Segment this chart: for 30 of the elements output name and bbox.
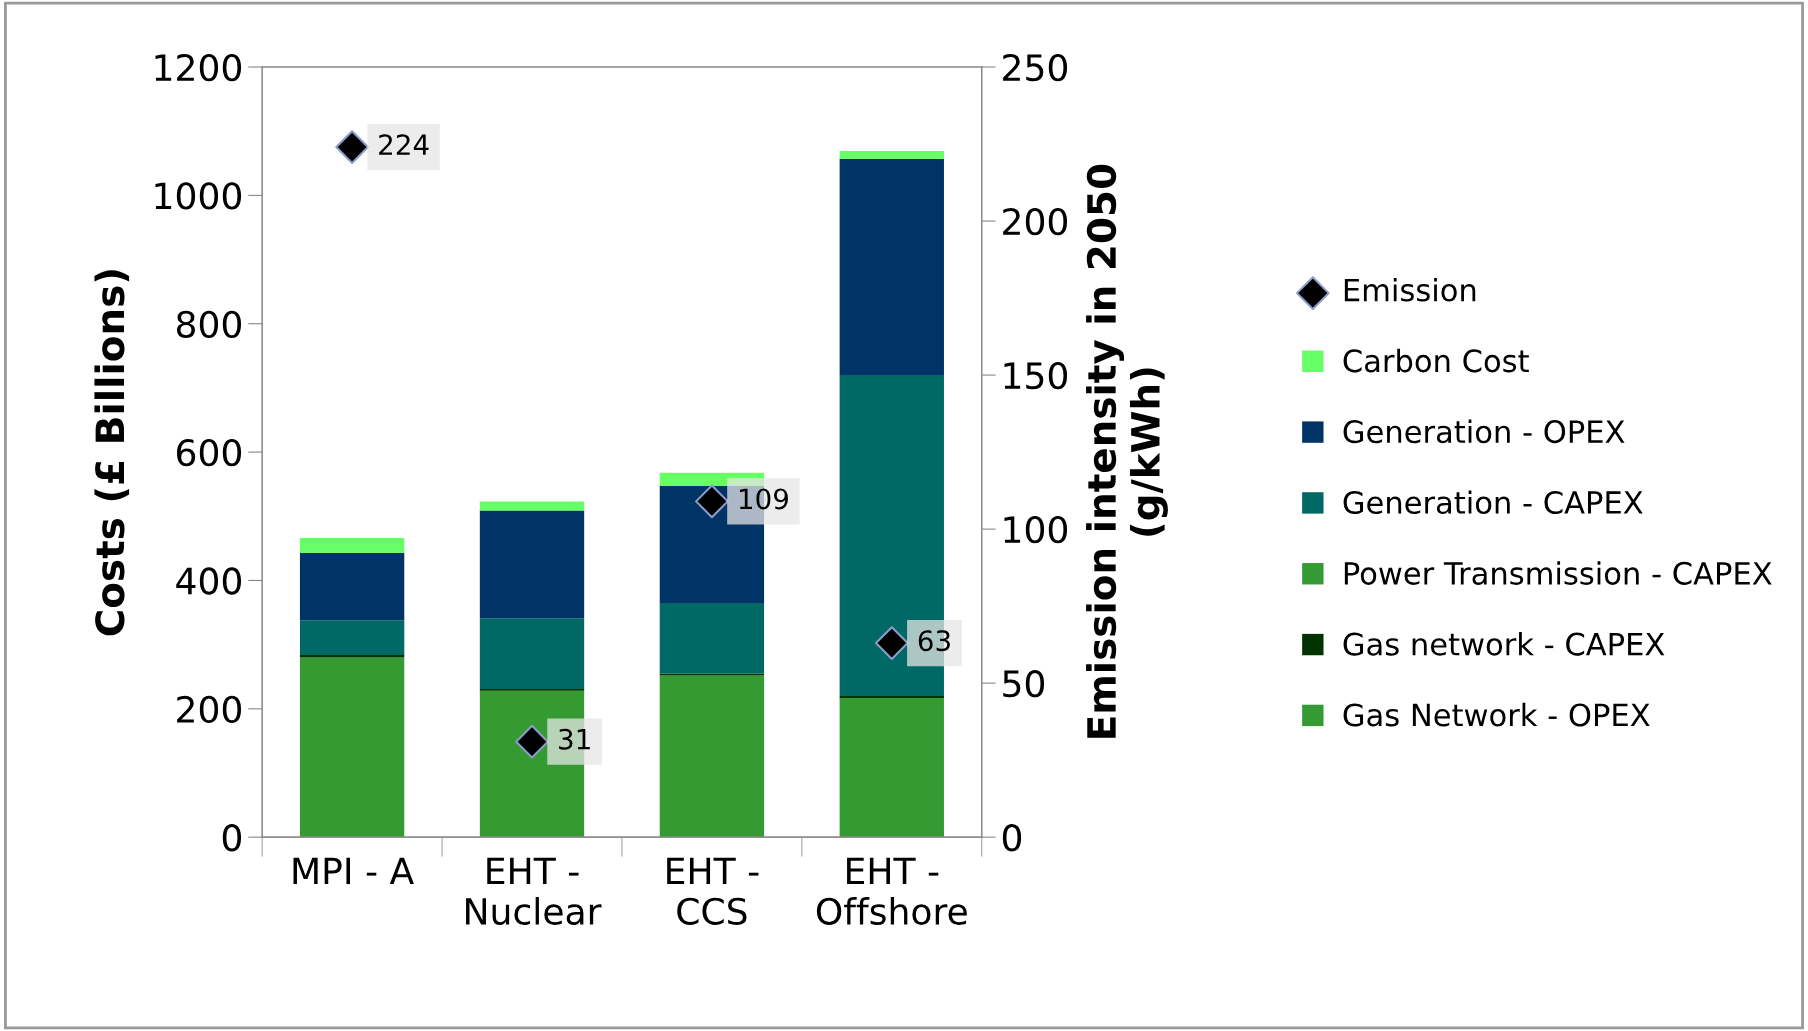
x-tick-label: EHT - Offshore — [816, 857, 967, 926]
y-tick-label: 800 — [176, 310, 242, 338]
x-tick-label: EHT - CCS — [667, 857, 759, 926]
y2-tick-label: 200 — [1003, 207, 1068, 236]
legend-label: Emission — [1344, 277, 1476, 302]
y-tick-label: 1000 — [155, 182, 242, 210]
data-label: 31 — [559, 728, 590, 750]
y-axis-title: Costs (£ Billions) — [94, 270, 130, 636]
data-label: 63 — [918, 630, 950, 652]
y2-tick-label: 50 — [1003, 670, 1045, 698]
y-tick-label: 200 — [177, 695, 242, 724]
y-tick-label: 1200 — [155, 53, 242, 82]
legend-label: Power Transmission - CAPEX — [1344, 561, 1772, 585]
legend-label: Generation - OPEX — [1343, 419, 1625, 444]
y-tick-label: 600 — [177, 439, 242, 467]
legend-label: Generation - CAPEX — [1343, 490, 1643, 515]
data-label: 224 — [379, 134, 429, 155]
x-tick-label: MPI - A — [293, 857, 414, 885]
y2-axis-title: Emission intensity in 2050 (g/kWh) — [1086, 164, 1168, 738]
y2-tick-label: 250 — [1003, 53, 1068, 82]
y-tick-label: 0 — [222, 824, 242, 852]
legend-label: Carbon Cost — [1343, 348, 1529, 373]
y-tick-label: 400 — [176, 567, 242, 595]
x-tick-label: EHT - Nuclear — [466, 857, 602, 926]
legend-label: Gas Network - OPEX — [1343, 702, 1650, 727]
data-label: 109 — [739, 488, 788, 510]
y2-tick-label: 0 — [1002, 824, 1022, 852]
y2-tick-label: 100 — [1004, 516, 1068, 544]
y2-tick-label: 150 — [1004, 362, 1068, 390]
legend-label: Gas network - CAPEX — [1343, 632, 1665, 656]
